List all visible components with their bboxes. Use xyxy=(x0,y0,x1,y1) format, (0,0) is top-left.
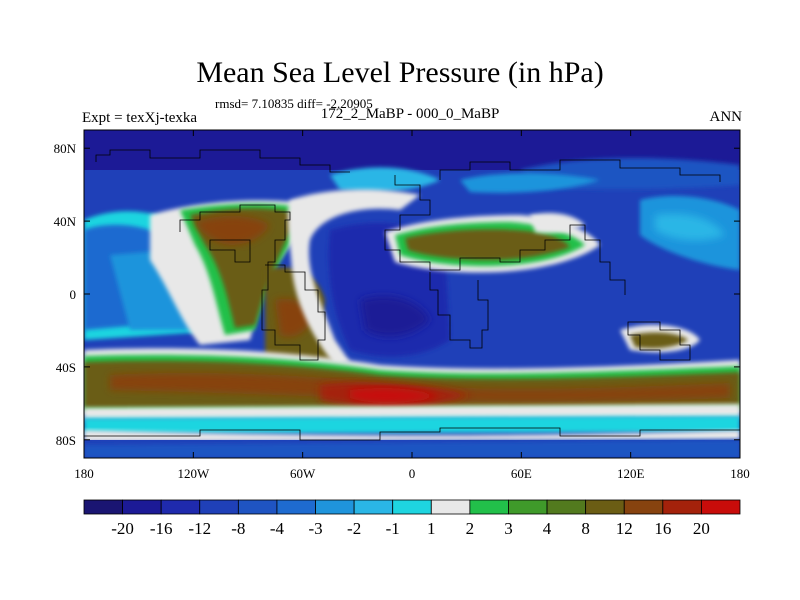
colorbar-label: -16 xyxy=(150,519,173,538)
y-tick-label: 0 xyxy=(70,287,77,302)
season-label: ANN xyxy=(709,109,743,125)
colorbar-swatch xyxy=(237,499,278,515)
colorbar-label: -4 xyxy=(270,519,285,538)
field-north-cyan xyxy=(460,173,600,193)
field-arctic-cyan xyxy=(330,167,440,192)
field-south-pole-blue xyxy=(84,440,740,458)
field-east-white-north xyxy=(530,213,585,234)
x-tick-label: 180 xyxy=(74,466,94,481)
colorbar-label: 12 xyxy=(616,519,633,538)
colorbar-label: 2 xyxy=(466,519,475,538)
x-axis: 180 120W 60W 0 60E 120E 180 xyxy=(74,130,750,481)
colorbar-swatch xyxy=(508,499,548,515)
colorbar-label: 3 xyxy=(504,519,513,538)
y-tick-label: 40S xyxy=(56,360,76,375)
colorbar-swatch xyxy=(701,499,741,515)
colorbar-label: -12 xyxy=(188,519,211,538)
map-field xyxy=(84,130,740,458)
colorbar-label: -8 xyxy=(231,519,245,538)
colorbar-swatch xyxy=(353,499,394,515)
colorbar-label: 4 xyxy=(543,519,552,538)
colorbar-swatch xyxy=(83,499,123,515)
colorbar-label: -1 xyxy=(386,519,400,538)
coastlines xyxy=(84,149,740,441)
colorbar-swatch xyxy=(662,499,702,515)
stats-line: rmsd= 7.10835 diff= -2.20905 xyxy=(215,96,373,111)
colorbar-swatch xyxy=(315,499,355,515)
field-east-ocean-cyan xyxy=(655,213,725,241)
y-tick-label: 80N xyxy=(54,141,77,156)
x-tick-label: 180 xyxy=(730,466,750,481)
x-tick-label: 60W xyxy=(290,466,316,481)
colorbar: -20 -16 -12 -8 -4 -3 -2 -1 1 2 3 4 8 12 16 20 xyxy=(83,499,741,538)
colorbar-swatch xyxy=(199,499,239,515)
colorbar-swatch xyxy=(546,499,587,515)
colorbar-swatch xyxy=(469,499,509,515)
colorbar-swatch xyxy=(623,499,664,515)
x-tick-label: 0 xyxy=(409,466,416,481)
map-subtitle: 172_2_MaBP - 000_0_MaBP xyxy=(320,106,500,122)
x-tick-label: 60E xyxy=(511,466,532,481)
y-tick-label: 80S xyxy=(56,433,76,448)
field-antarctic-cyan xyxy=(84,416,740,434)
colorbar-label: -3 xyxy=(308,519,322,538)
field-antarctic-white2 xyxy=(84,430,740,442)
field-central-white xyxy=(287,189,420,365)
colorbar-swatch xyxy=(122,499,162,515)
y-tick-label: 40N xyxy=(54,214,77,229)
colorbar-label: 8 xyxy=(581,519,590,538)
field-west-red xyxy=(195,215,270,245)
colorbar-swatch xyxy=(392,499,432,515)
colorbar-swatch xyxy=(160,499,201,515)
field-south-core xyxy=(350,387,440,404)
map-title: Mean Sea Level Pressure (in hPa) xyxy=(196,56,604,89)
y-axis: 80N 40N 0 40S 80S xyxy=(54,141,740,448)
colorbar-label: 1 xyxy=(427,519,436,538)
experiment-label: Expt = texXj-texka xyxy=(82,110,198,126)
field-central-deep xyxy=(360,296,430,337)
field-antarctic-white xyxy=(84,404,740,420)
field-east-brown xyxy=(405,229,570,260)
colorbar-label: 16 xyxy=(654,519,671,538)
x-tick-label: 120W xyxy=(177,466,210,481)
colorbar-swatch xyxy=(585,499,625,515)
colorbar-label: -20 xyxy=(111,519,134,538)
field-se-brown xyxy=(630,332,688,349)
colorbar-swatch xyxy=(430,499,471,515)
colorbar-label: -2 xyxy=(347,519,361,538)
x-tick-label: 120E xyxy=(617,466,645,481)
colorbar-swatch xyxy=(276,499,316,515)
colorbar-label: 20 xyxy=(693,519,710,538)
